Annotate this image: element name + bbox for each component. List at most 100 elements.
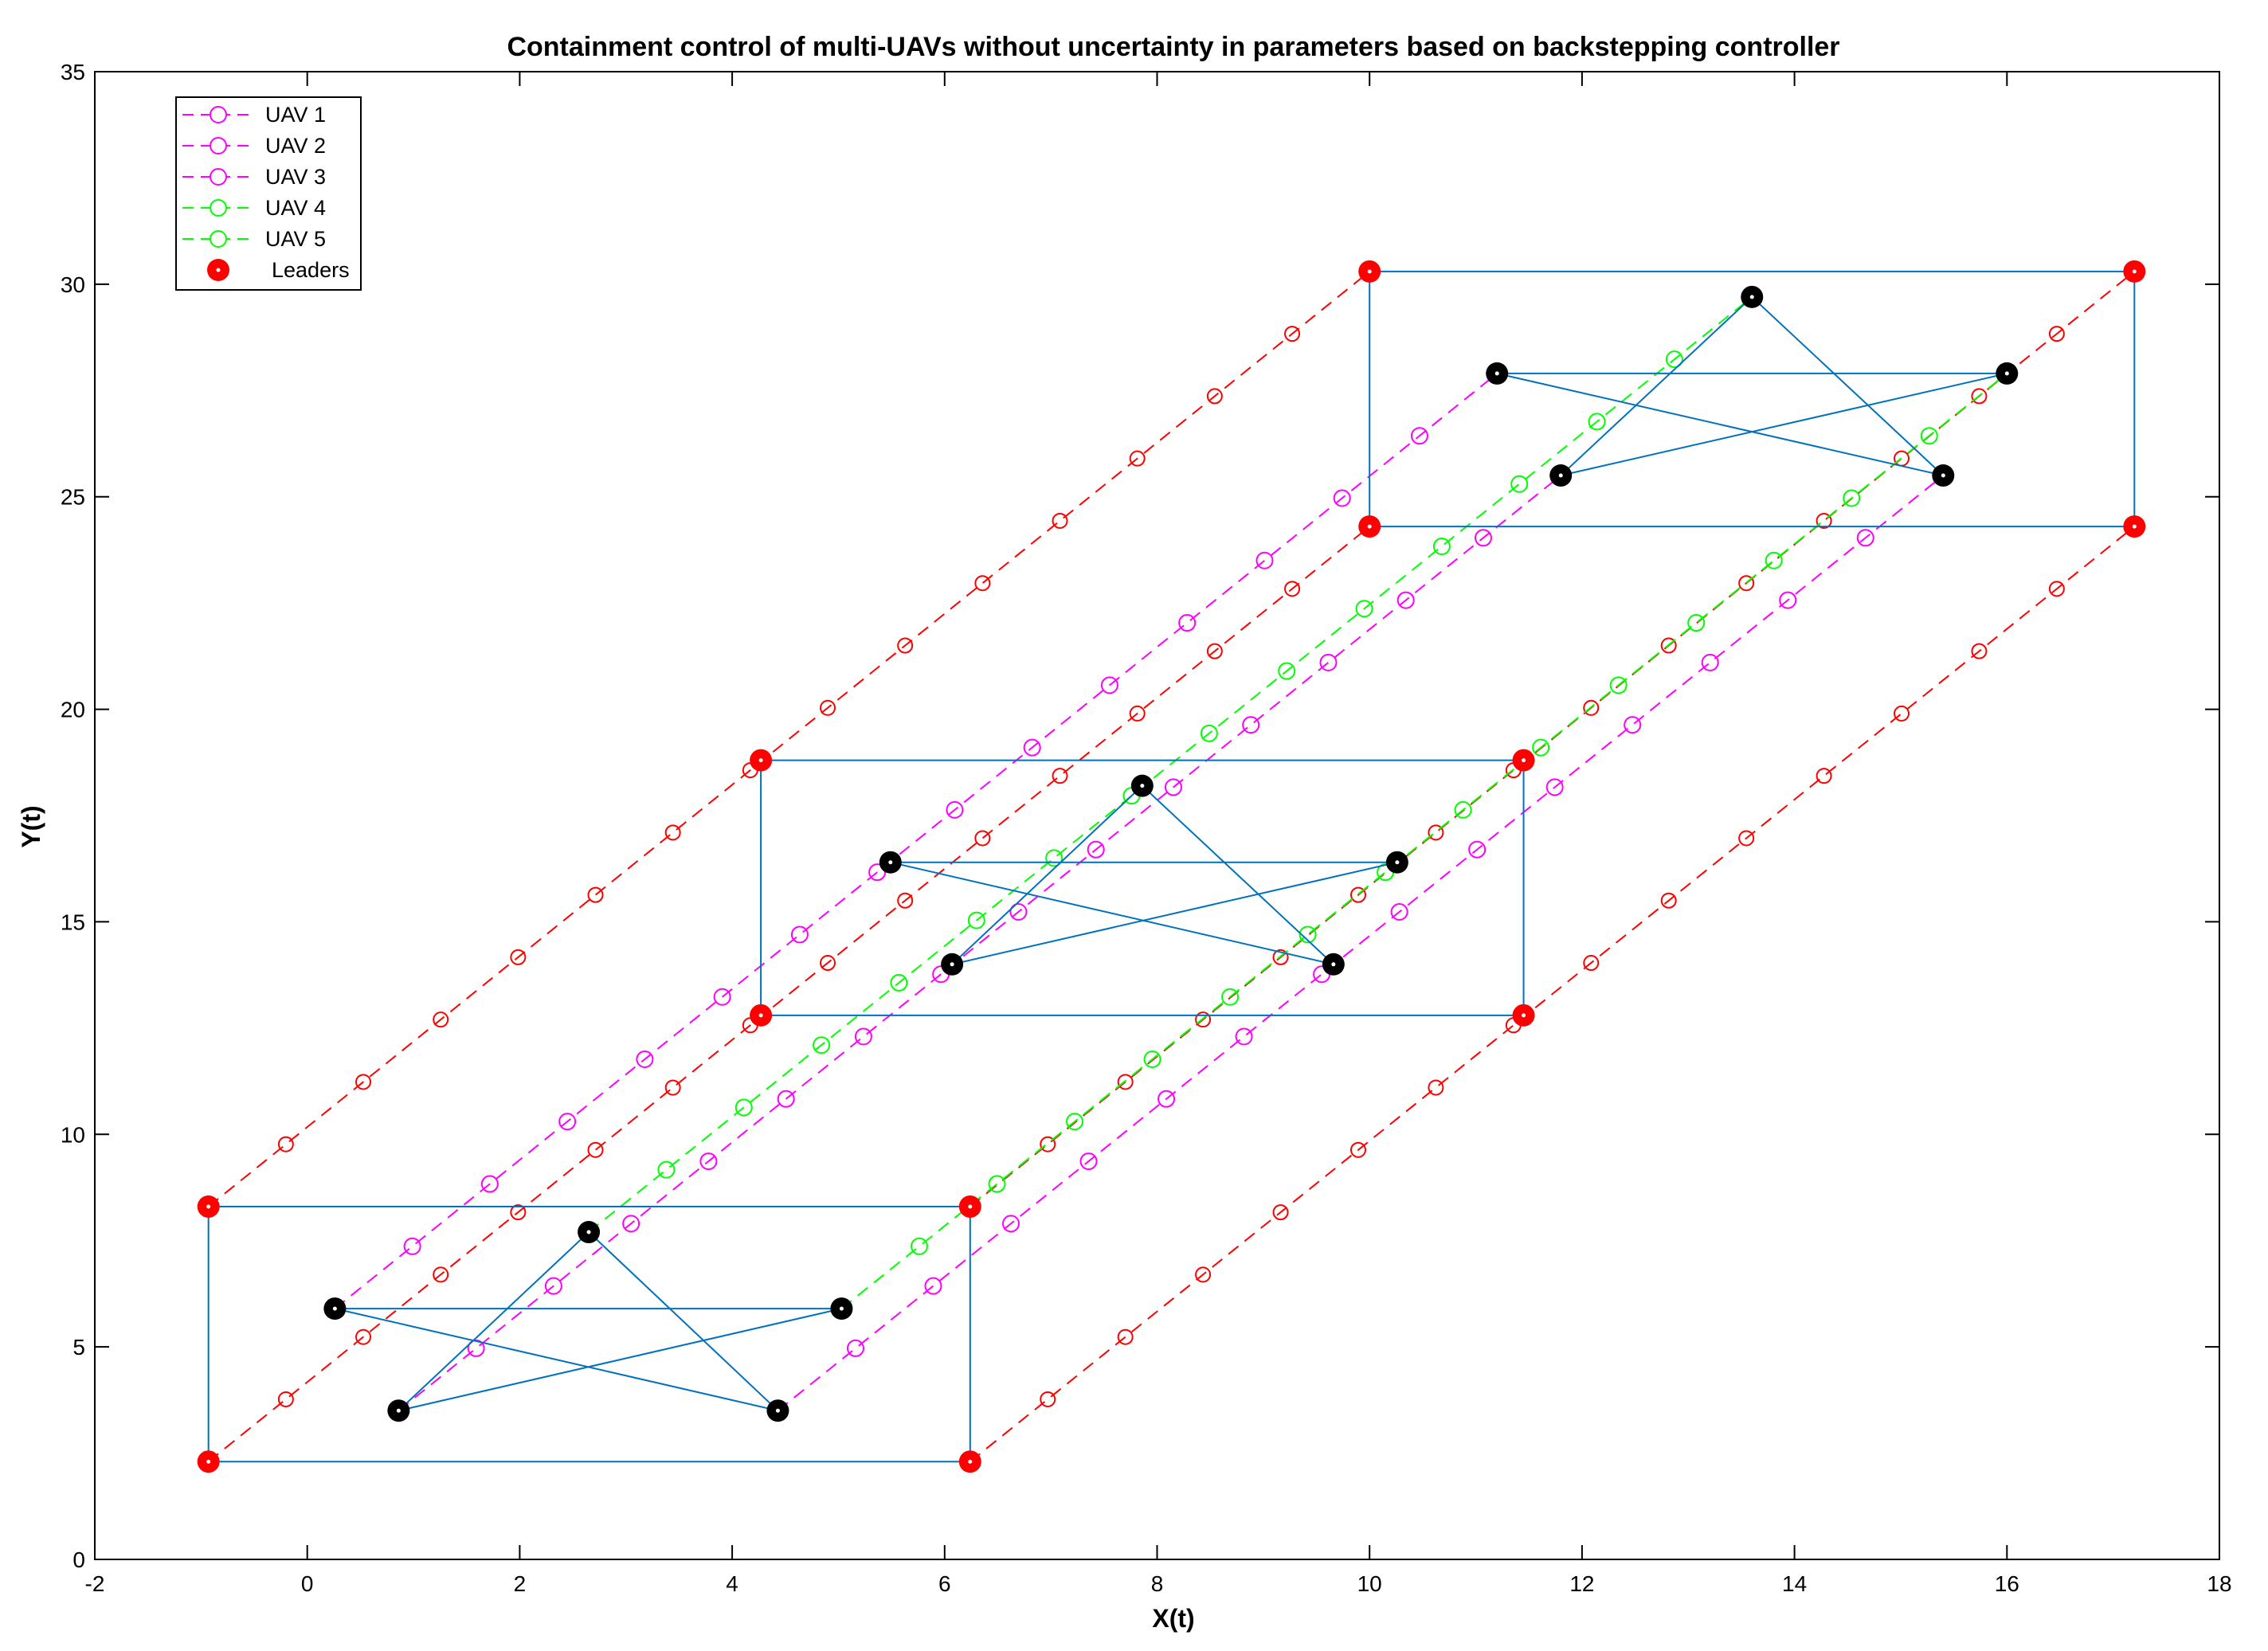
legend-marker [210,137,227,155]
leader-marker [1660,637,1677,654]
uav-marker [1023,738,1041,757]
leader-marker [355,1328,372,1345]
legend-marker [210,230,227,248]
leader-marker [1349,1141,1366,1158]
leader-marker [1040,1391,1056,1407]
leader-marker [587,1141,604,1158]
leader-marker [664,1079,681,1096]
uav-marker [1100,676,1118,694]
uav-marker [1066,1113,1084,1131]
uav-marker [1143,1050,1161,1068]
leader-marker [1816,768,1832,784]
leader-marker [974,830,991,847]
uav-point-center [1494,371,1499,376]
leader-trajectory-3 [208,526,1370,1463]
x-tick-label: 10 [1357,1571,1382,1596]
uav-marker [480,1175,499,1193]
uav-marker [790,925,809,944]
uav-point-center [1395,860,1400,865]
uav-marker [1221,988,1240,1006]
legend-label: UAV 4 [265,196,326,220]
leader-marker [1206,643,1223,659]
uav-point-center [1941,473,1945,478]
legend-label: UAV 2 [265,134,326,158]
leader-marker [820,955,836,972]
uav-marker [1200,724,1218,742]
leader-marker [1583,699,1600,716]
leader-marker [897,637,914,654]
uav-path-4 [588,296,1753,1233]
uav-marker [1045,849,1063,867]
uav-marker [1765,551,1783,569]
leader-point-center [1367,524,1372,529]
leader-marker [433,1266,449,1283]
uav-marker [1355,600,1373,618]
y-tick-label: 10 [61,1122,85,1147]
leader-marker [277,1136,294,1152]
uav-trajectory-5 [840,373,2008,1309]
y-tick-label: 20 [61,698,85,722]
leader-marker [974,575,991,592]
uav-marker [1396,591,1415,609]
leader-marker [2048,581,2065,597]
leader-marker [1428,824,1444,841]
uav-marker [910,1237,928,1255]
uav-marker [846,1339,864,1357]
uav-point-center [1331,962,1336,967]
leader-point-center [758,1013,763,1018]
leader-point-center [206,1204,211,1209]
legend-marker-center [216,268,221,272]
leader-marker [1816,512,1832,529]
leader-path-4 [969,526,2135,1463]
leader-marker [1040,1136,1056,1152]
uav-marker [1178,614,1197,632]
leader-point-center [968,1204,973,1209]
legend-label: Leaders [272,258,350,282]
x-tick-label: 8 [1151,1571,1164,1596]
leader-marker [1129,705,1146,722]
uav-marker [1242,716,1260,734]
y-tick-label: 35 [61,60,85,84]
leader-point-center [1522,1013,1526,1018]
x-tick-label: 0 [301,1571,314,1596]
uav-marker [657,1160,676,1179]
uav-marker [1278,662,1296,680]
uav-marker [1087,840,1105,859]
uav-point-center [1140,784,1145,788]
leader-marker [2048,326,2065,342]
uav-marker [1665,350,1683,369]
leader-marker [1738,830,1755,847]
uav-marker [1002,1215,1020,1233]
follower-star-start [335,1230,842,1413]
x-tick-label: 4 [726,1571,738,1596]
uav-marker [988,1175,1006,1193]
leader-marker [1195,1011,1212,1028]
uav-marker [854,1027,872,1046]
leader-marker [1428,1079,1444,1096]
legend-entry: UAV 5 [182,227,326,251]
leader-marker [664,824,681,841]
uav-point-center [1749,295,1754,299]
leader-trajectory-4 [969,526,2135,1463]
formation-start [197,1195,981,1473]
leader-point-center [2132,269,2137,274]
uav-path-1 [334,373,1498,1309]
uav-marker [1856,529,1874,547]
leader-point-center [206,1459,211,1464]
leader-marker [1052,512,1068,529]
leader-marker [433,1011,449,1028]
uav-point-center [950,962,954,967]
leader-marker [1971,388,1988,405]
uav-path-2 [398,475,1561,1411]
x-tick-label: 18 [2207,1571,2231,1596]
leader-marker [1272,949,1289,965]
uav-trajectory-1 [334,373,1498,1309]
uav-marker [1333,489,1351,507]
uav-marker [1390,902,1408,921]
uav-marker [544,1277,562,1295]
leader-marker [1284,581,1301,597]
leader-trajectory-1 [208,271,1370,1207]
leader-marker [1206,388,1223,405]
uav-point-center [2004,371,2009,376]
